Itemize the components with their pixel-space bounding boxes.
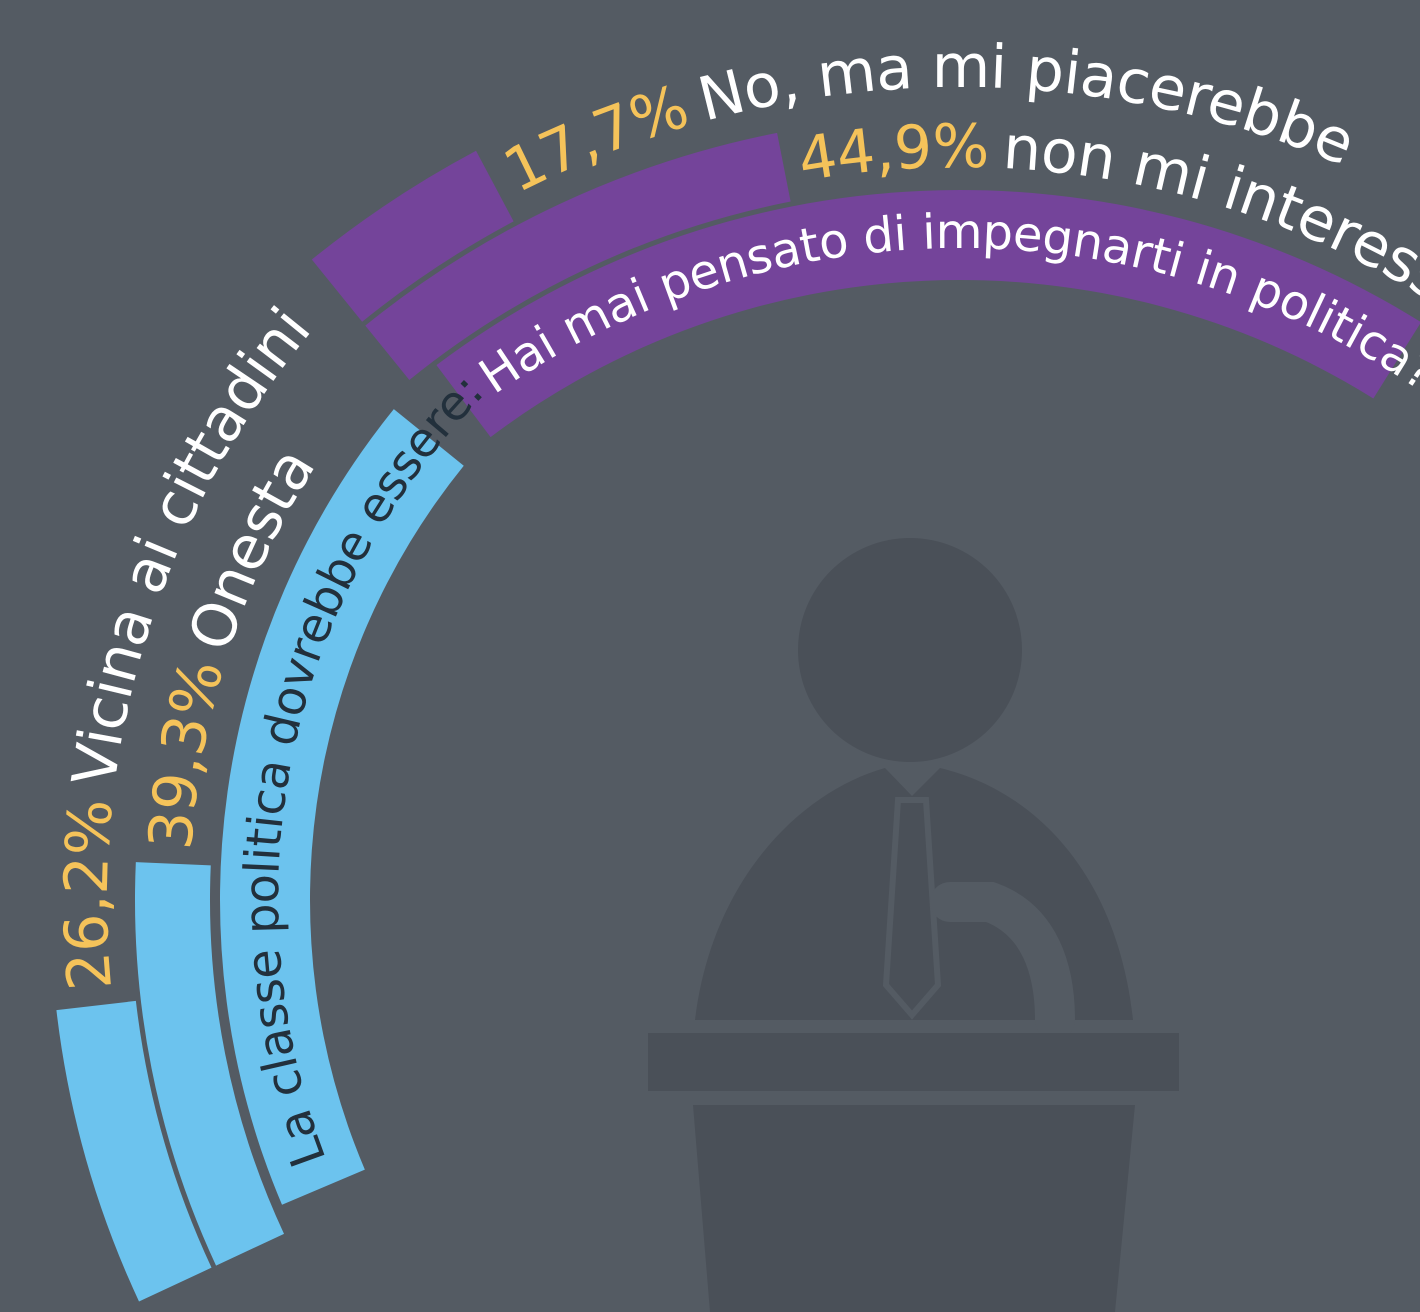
podium-body [693,1105,1135,1312]
head [798,538,1022,762]
bar [134,862,285,1266]
tie [882,797,942,1020]
question-band [219,409,464,1205]
value-label: 26,2% [51,796,126,992]
bar [365,132,791,380]
bar [56,1000,212,1302]
microphone [930,882,1075,1040]
bar [311,150,514,322]
value-label: 44,9% [793,112,989,196]
speaker-icon [648,538,1179,1312]
podium-top [648,1033,1179,1091]
question-band [436,190,1420,438]
